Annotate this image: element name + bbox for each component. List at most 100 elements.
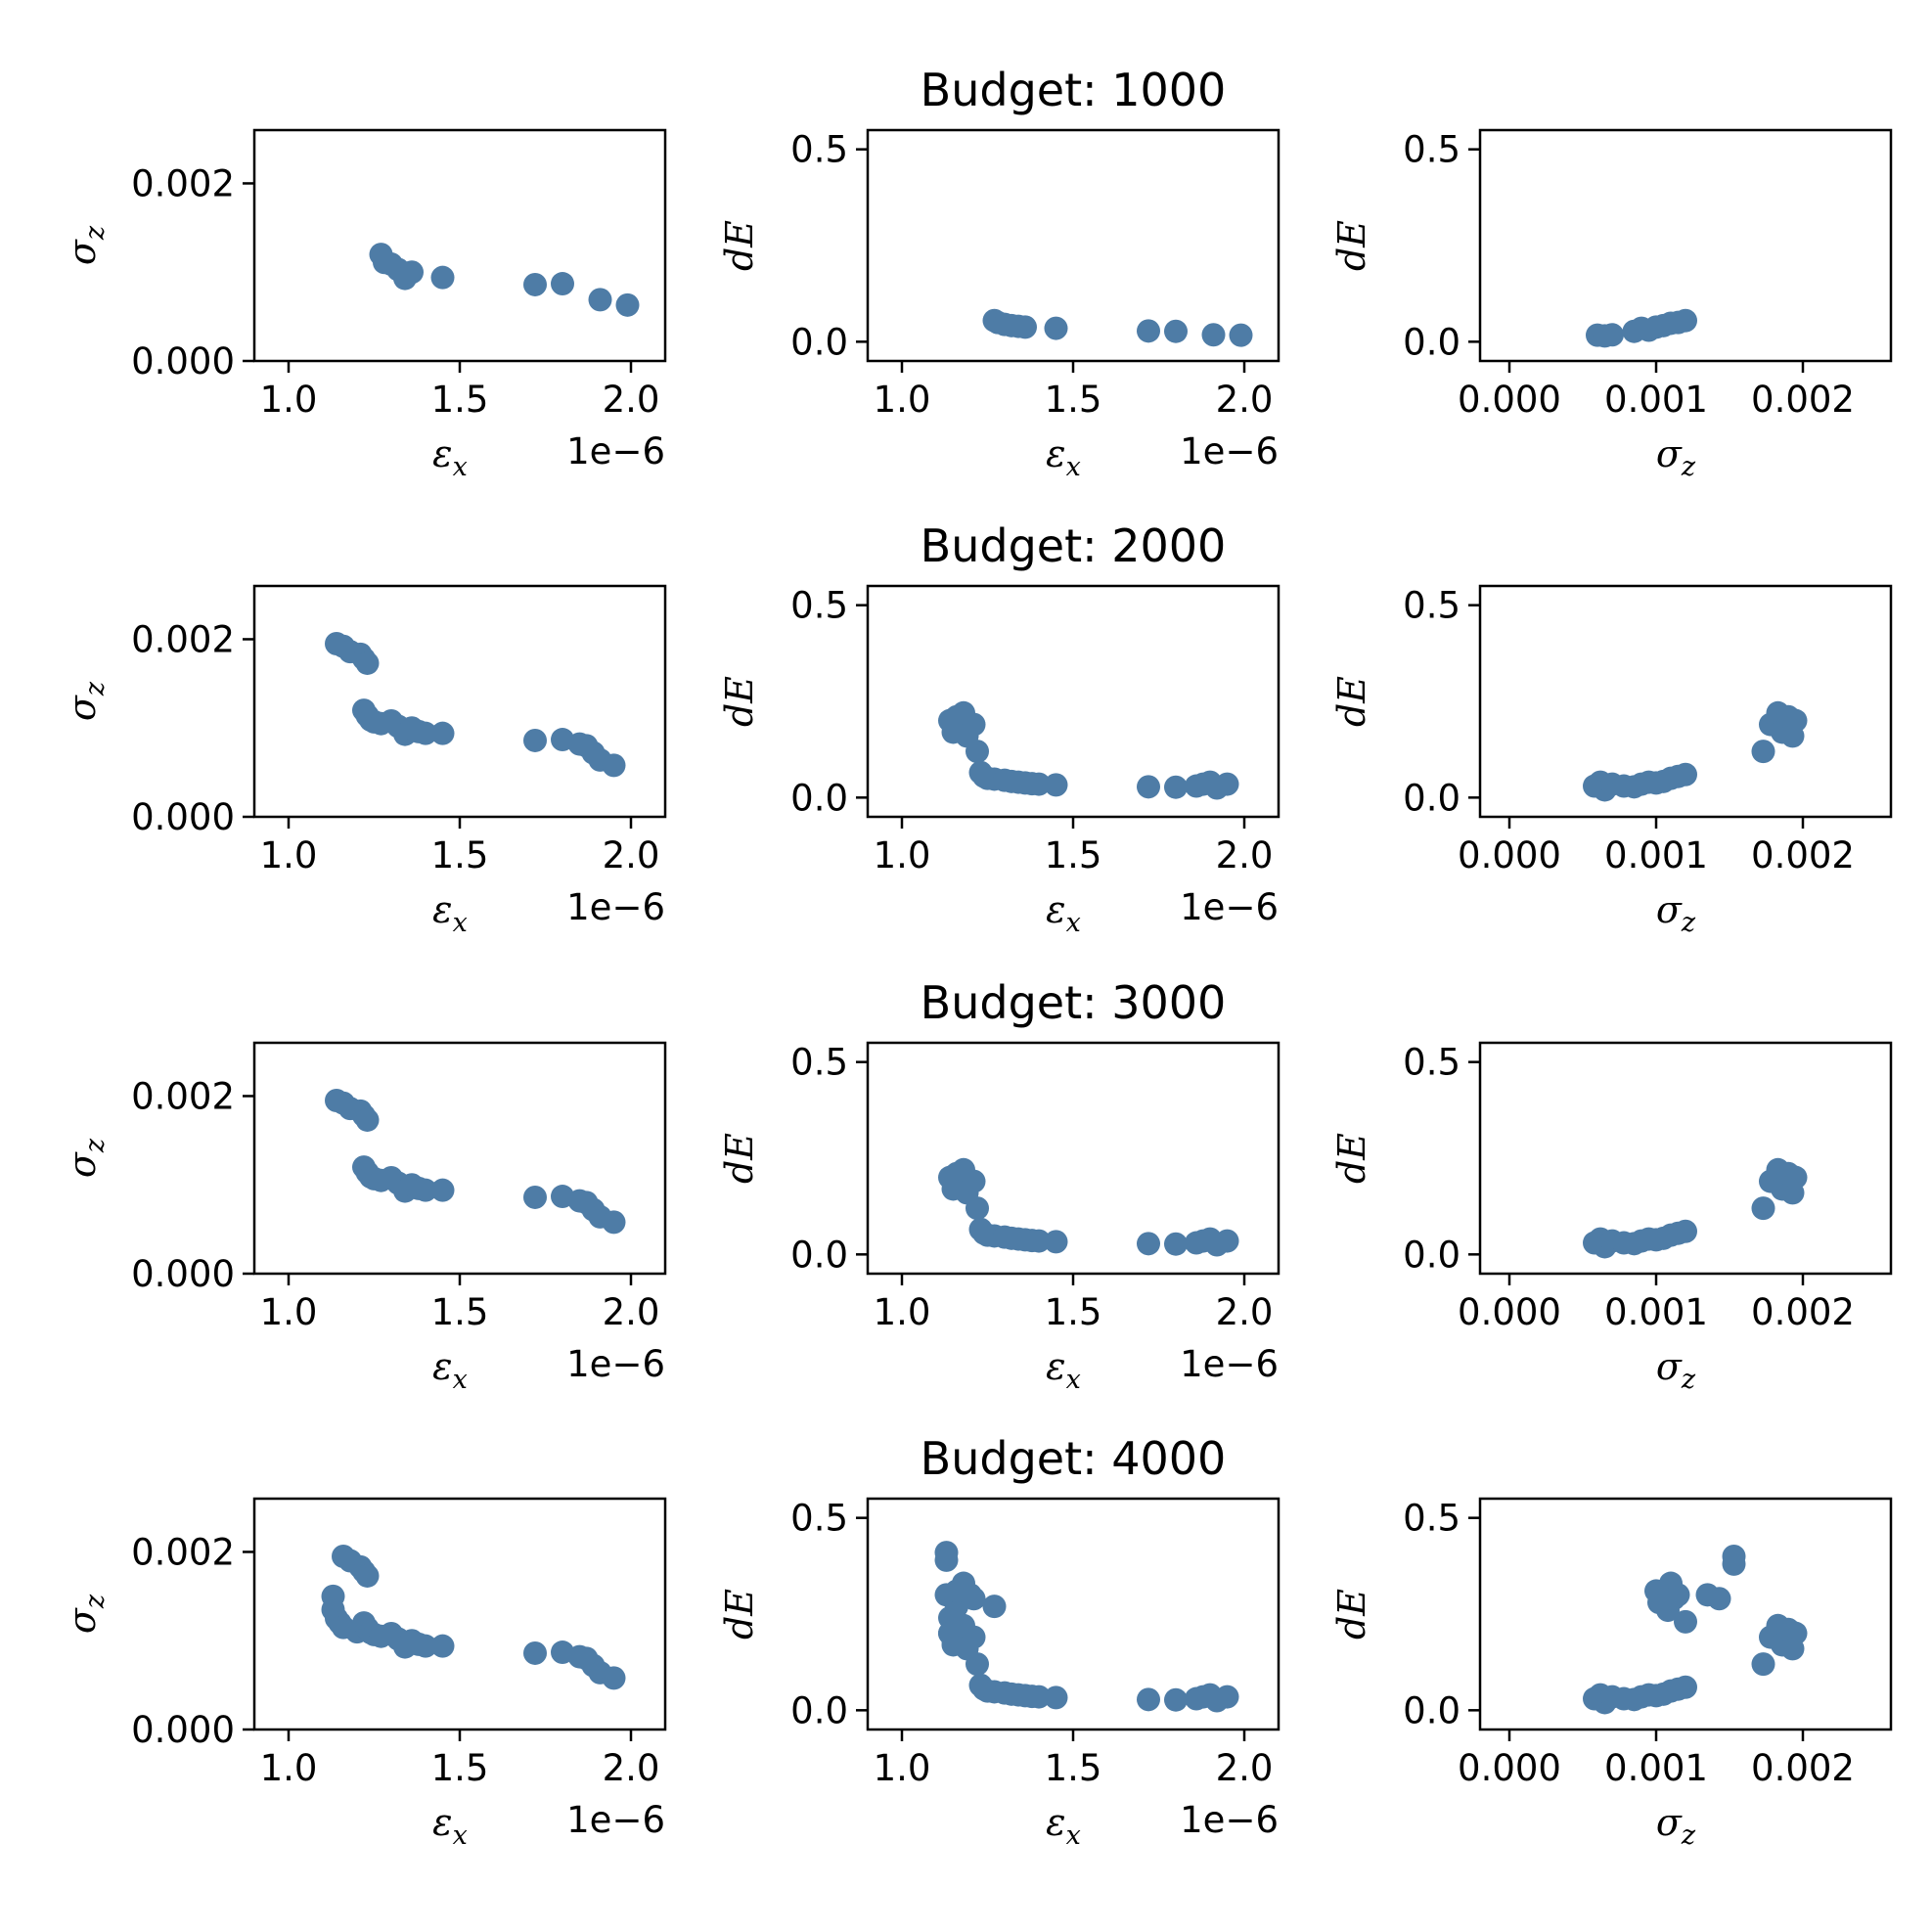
data-point [966, 1652, 989, 1677]
data-point [1722, 1551, 1746, 1576]
x-tick-label: 1.5 [431, 379, 489, 421]
data-points [982, 308, 1253, 347]
y-tick-label: 0.5 [1403, 1498, 1460, 1540]
data-point [430, 1634, 455, 1658]
data-point [1013, 315, 1037, 339]
data-point [1027, 772, 1051, 796]
axis-label: εx [1046, 888, 1081, 938]
x-tick-label: 0.000 [1458, 1291, 1561, 1333]
axes-frame [1478, 128, 1893, 363]
y-tick-label: 0.0 [790, 777, 848, 819]
x-offset-text: 1e−6 [566, 1799, 665, 1841]
axis-label: dE [1330, 220, 1373, 271]
axis-label: dE [1330, 676, 1373, 727]
data-point [1164, 1687, 1188, 1712]
data-point [1044, 1230, 1068, 1254]
data-point [1044, 1685, 1068, 1710]
scatter-panel-r3c1: 1.0 1.5 2.0 0.000 0.002 1e−6 εx σz [61, 1041, 667, 1395]
data-point [414, 721, 437, 745]
scatter-panel-r2c1: 1.0 1.5 2.0 0.000 0.002 1e−6 εx σz [61, 584, 667, 938]
data-point [1137, 1687, 1160, 1712]
data-point [1215, 1685, 1239, 1709]
data-point [1215, 1229, 1239, 1253]
scatter-panel-r1c1: 1.0 1.5 2.0 0.000 0.002 1e−6 εx σz [61, 128, 667, 482]
x-tick-label: 0.000 [1458, 379, 1561, 421]
data-point [355, 651, 380, 675]
data-point [430, 721, 455, 745]
data-point [1674, 762, 1697, 786]
y-tick-label: 0.000 [131, 796, 235, 838]
x-tick-label: 1.5 [431, 834, 489, 876]
data-point [1027, 1229, 1051, 1253]
axis-label: σz [61, 225, 111, 265]
axis-label: εx [1046, 432, 1081, 482]
data-point [414, 1178, 437, 1202]
x-offset-text: 1e−6 [1180, 1799, 1279, 1841]
data-point [962, 1169, 986, 1193]
data-point [1707, 1587, 1731, 1611]
axis-label: dE [718, 1589, 761, 1640]
x-tick-label: 0.001 [1604, 1747, 1708, 1789]
axis-label: σz [1656, 432, 1696, 482]
data-points [1583, 700, 1808, 802]
axis-label: εx [432, 1801, 468, 1851]
axis-label: εx [432, 432, 468, 482]
y-tick-label: 0.0 [1403, 1234, 1460, 1276]
data-point [400, 260, 424, 285]
data-point [1674, 1675, 1697, 1699]
data-point [1600, 323, 1624, 347]
data-point [1783, 708, 1808, 733]
x-tick-label: 1.5 [431, 1747, 489, 1789]
x-tick-label: 0.002 [1751, 379, 1855, 421]
y-tick-label: 0.0 [790, 1689, 848, 1731]
data-point [1229, 323, 1253, 347]
row-title: Budget: 3000 [921, 976, 1227, 1029]
scatter-panel-r4c2: 1.0 1.5 2.0 0.0 0.5 1e−6 εx dE [718, 1498, 1281, 1851]
data-points [325, 1089, 626, 1235]
data-point [982, 1595, 1007, 1619]
x-tick-label: 1.0 [874, 1747, 931, 1789]
y-tick-label: 0.0 [790, 321, 848, 363]
data-points [938, 700, 1239, 800]
axis-label: dE [718, 1133, 761, 1184]
y-tick-label: 0.002 [131, 1531, 235, 1573]
data-point [962, 712, 986, 737]
axes-frame [1478, 1497, 1893, 1731]
x-tick-label: 1.0 [874, 834, 931, 876]
axis-label: σz [1656, 1801, 1696, 1851]
x-tick-label: 1.5 [1045, 834, 1102, 876]
axis-label: εx [432, 1345, 468, 1395]
data-points [938, 1157, 1239, 1257]
y-tick-label: 0.5 [1403, 585, 1460, 627]
x-tick-label: 1.0 [874, 1291, 931, 1333]
axes-frame [1478, 584, 1893, 819]
x-tick-label: 0.002 [1751, 834, 1855, 876]
x-tick-label: 1.5 [431, 1291, 489, 1333]
data-point [1044, 773, 1068, 797]
axis-label: σz [61, 1138, 111, 1178]
y-tick-label: 0.0 [1403, 321, 1460, 363]
x-tick-label: 0.000 [1458, 1747, 1561, 1789]
data-point [1164, 1232, 1188, 1256]
axis-label: σz [61, 1594, 111, 1634]
data-point [430, 1178, 455, 1202]
axis-label: dE [718, 220, 761, 271]
data-point [615, 292, 640, 317]
x-offset-text: 1e−6 [566, 886, 665, 928]
y-tick-label: 0.000 [131, 1709, 235, 1751]
x-tick-label: 1.5 [1045, 1747, 1102, 1789]
x-tick-label: 1.0 [874, 379, 931, 421]
x-tick-label: 0.001 [1604, 834, 1708, 876]
data-point [1666, 1583, 1690, 1607]
data-point [414, 1634, 437, 1658]
data-point [602, 1210, 626, 1235]
x-offset-text: 1e−6 [566, 1343, 665, 1385]
x-tick-label: 1.0 [260, 834, 318, 876]
data-point [588, 288, 612, 312]
data-point [966, 1196, 989, 1221]
x-offset-text: 1e−6 [566, 430, 665, 472]
data-point [602, 1666, 626, 1690]
x-tick-label: 0.000 [1458, 834, 1561, 876]
y-tick-label: 0.0 [1403, 777, 1460, 819]
